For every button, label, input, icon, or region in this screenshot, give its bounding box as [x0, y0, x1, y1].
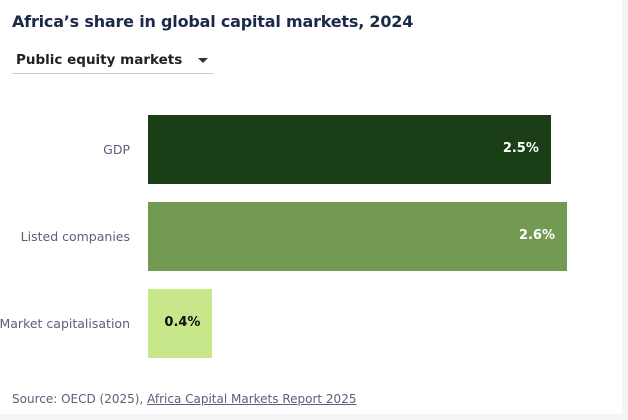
data-label: 0.4%: [164, 315, 201, 330]
bar: [148, 115, 551, 184]
chart-title: Africa’s share in global capital markets…: [12, 12, 414, 31]
category-label: Listed companies: [20, 229, 130, 244]
bar: [148, 202, 567, 271]
category-label: GDP: [103, 142, 130, 157]
market-type-dropdown[interactable]: Public equity markets: [12, 48, 214, 74]
source-prefix: Source: OECD (2025),: [12, 392, 148, 406]
category-label: Market capitalisation: [0, 316, 130, 331]
data-label: 2.5%: [502, 141, 539, 156]
data-label: 2.6%: [518, 228, 555, 243]
caret-down-icon: [198, 58, 208, 63]
dropdown-selected-value: Public equity markets: [16, 52, 183, 68]
source-note: Source: OECD (2025), Africa Capital Mark…: [12, 392, 356, 406]
source-link[interactable]: Africa Capital Markets Report 2025: [147, 392, 357, 406]
bar: [148, 289, 213, 358]
chart-card: Africa’s share in global capital markets…: [0, 0, 622, 414]
